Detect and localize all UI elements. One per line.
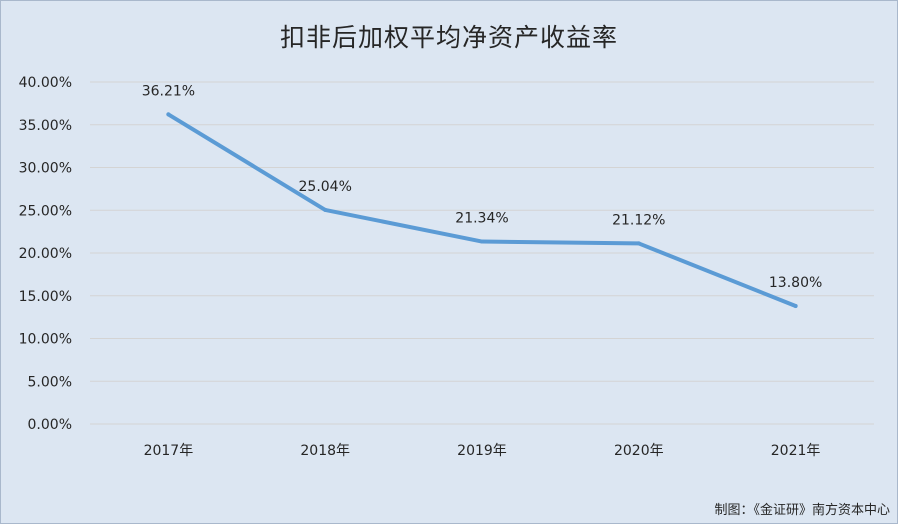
y-tick-label: 35.00% [19,118,72,134]
y-tick-label: 30.00% [19,161,72,177]
y-tick-label: 40.00% [19,75,72,91]
data-point [480,239,484,244]
x-tick-label: 2017年 [144,443,194,459]
data-point [793,304,798,309]
x-tick-label: 2021年 [771,443,821,459]
x-tick-label: 2019年 [457,443,507,459]
x-tick-label: 2018年 [300,443,350,459]
y-tick-label: 20.00% [19,246,72,262]
data-label: 21.34% [455,211,508,227]
data-point [166,112,171,117]
y-tick-label: 25.00% [19,203,72,219]
data-point [636,241,641,246]
data-label: 25.04% [299,179,352,195]
y-tick-label: 10.00% [19,332,72,348]
y-tick-label: 5.00% [28,374,72,390]
data-point [323,207,328,212]
data-label: 36.21% [142,83,195,99]
credit-text: 制图：《金证研》南方资本中心 [714,503,890,518]
data-label: 13.80% [769,275,822,291]
y-tick-label: 15.00% [19,289,72,305]
x-tick-label: 2020年 [614,443,664,459]
chart-title: 扣非后加权平均净资产收益率 [279,23,618,52]
y-tick-label: 0.00% [28,417,72,433]
data-label: 21.12% [612,212,665,228]
